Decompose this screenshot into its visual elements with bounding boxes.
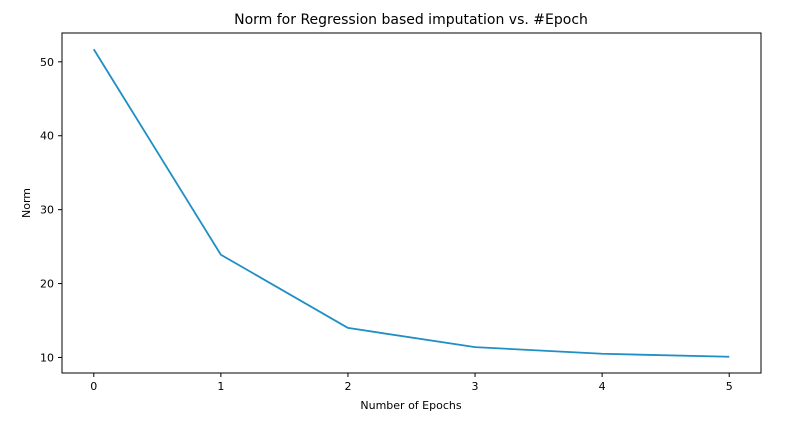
x-axis: 0 1 2 3 4 5	[90, 373, 732, 393]
y-tick-label: 30	[40, 204, 54, 217]
chart-title: Norm for Regression based imputation vs.…	[234, 12, 588, 28]
x-tick-label: 2	[344, 380, 351, 393]
x-axis-label: Number of Epochs	[360, 399, 461, 412]
x-tick-label: 3	[472, 380, 479, 393]
x-tick-label: 0	[90, 380, 97, 393]
y-tick-label: 40	[40, 130, 54, 143]
y-axis-label: Norm	[20, 188, 33, 218]
y-axis: 10 20 30 40 50	[40, 56, 62, 365]
y-tick-label: 20	[40, 278, 54, 291]
x-tick-label: 1	[217, 380, 224, 393]
y-tick-label: 50	[40, 56, 54, 69]
y-tick-label: 10	[40, 351, 54, 364]
series-line	[94, 49, 729, 356]
x-tick-label: 4	[599, 380, 606, 393]
plot-frame	[62, 33, 761, 373]
x-tick-label: 5	[726, 380, 733, 393]
series-layer	[94, 49, 730, 357]
